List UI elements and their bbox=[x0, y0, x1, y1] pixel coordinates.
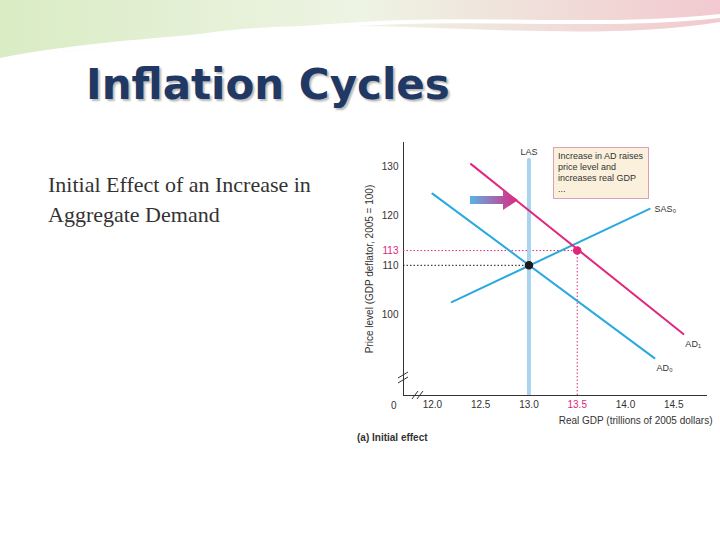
html-text:Inflation Cycles: Inflation Cycles bbox=[86, 60, 450, 109]
html-text:Initial Effect of an Increase: Initial Effect of an Increase in Aggrega… bbox=[48, 172, 311, 227]
svg-text:AD₀: AD₀ bbox=[656, 363, 673, 373]
html-text:0: 0 bbox=[391, 400, 397, 411]
html-text:Increase in AD raises price le: Increase in AD raises price level and in… bbox=[558, 151, 643, 194]
svg-text:120: 120 bbox=[382, 210, 399, 221]
svg-text:13.5: 13.5 bbox=[567, 399, 587, 410]
svg-text:12.5: 12.5 bbox=[471, 399, 491, 410]
svg-text:Real GDP (trillions of 2005 do: Real GDP (trillions of 2005 dollars) bbox=[559, 415, 713, 426]
svg-text:14.0: 14.0 bbox=[616, 399, 636, 410]
svg-text:AD₁: AD₁ bbox=[685, 339, 701, 349]
html-text:(a) Initial effect: (a) Initial effect bbox=[357, 432, 428, 443]
svg-text:100: 100 bbox=[382, 309, 399, 320]
svg-text:110: 110 bbox=[383, 260, 399, 271]
svg-text:12.0: 12.0 bbox=[423, 399, 443, 410]
svg-text:13.0: 13.0 bbox=[519, 399, 539, 410]
svg-text:130: 130 bbox=[382, 161, 399, 172]
svg-text:14.5: 14.5 bbox=[664, 399, 684, 410]
svg-text:SAS₀: SAS₀ bbox=[655, 204, 677, 214]
svg-text:113: 113 bbox=[383, 245, 399, 256]
svg-text:Price level (GDP deflator, 200: Price level (GDP deflator, 2005 = 100) bbox=[364, 185, 375, 354]
svg-text:LAS: LAS bbox=[520, 147, 537, 157]
